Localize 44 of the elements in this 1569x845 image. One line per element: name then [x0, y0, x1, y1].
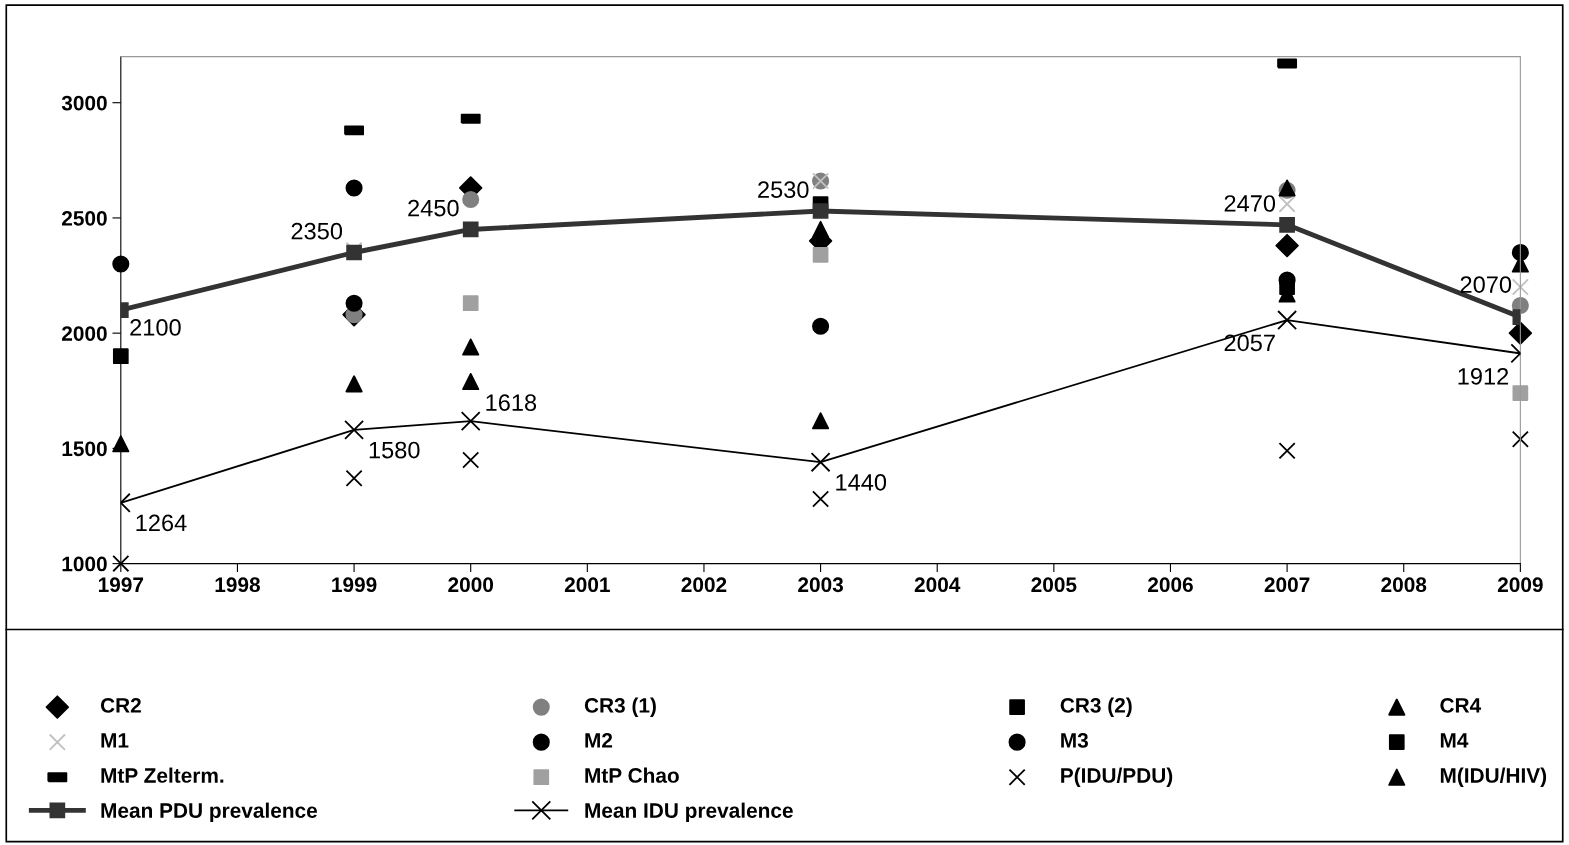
y-tick-label: 2000 — [62, 326, 107, 341]
data-label: 2450 — [408, 199, 459, 217]
legend-label: M1 — [101, 733, 129, 748]
data-label: 1580 — [369, 441, 420, 459]
data-label: 1618 — [486, 394, 537, 411]
x-tick-label: 2007 — [1264, 577, 1310, 593]
x-tick-label: 2003 — [798, 577, 844, 593]
legend-label: M4 — [1440, 733, 1469, 748]
data-label: 2350 — [291, 222, 343, 240]
legend-label: M3 — [1061, 733, 1088, 748]
legend-label: Mean PDU prevalence — [101, 802, 318, 823]
y-tick-label: 1000 — [62, 556, 107, 572]
data-label: 2530 — [758, 181, 809, 199]
data-label: 1264 — [136, 514, 187, 532]
x-tick-label: 2006 — [1148, 577, 1193, 593]
x-tick-label: 2009 — [1497, 577, 1543, 593]
legend-label: P(IDU/PDU) — [1061, 767, 1173, 787]
data-label: 1912 — [1458, 367, 1509, 385]
x-tick-label: 2005 — [1031, 577, 1077, 593]
legend-label: CR3 (2) — [1060, 697, 1132, 717]
data-label: 2100 — [130, 319, 181, 336]
legend-label: Mean IDU prevalence — [585, 802, 793, 823]
x-tick-label: 2008 — [1381, 577, 1427, 593]
x-tick-label: 1998 — [215, 577, 260, 593]
legend-label: CR3 (1) — [584, 697, 656, 717]
legend-label: MtP Chao — [585, 767, 679, 783]
y-tick-label: 3000 — [61, 95, 107, 111]
legend-label: CR4 — [1440, 698, 1482, 713]
legend-label: MtP Zelterm. — [101, 767, 224, 783]
data-label: 2057 — [1224, 334, 1275, 352]
y-tick-label: 1500 — [62, 441, 107, 457]
x-tick-label: 2002 — [681, 577, 727, 593]
data-label: 2470 — [1224, 195, 1276, 212]
x-tick-label: 2000 — [448, 577, 494, 593]
y-tick-label: 2500 — [62, 210, 107, 226]
data-label: 2070 — [1460, 276, 1512, 293]
legend-label: CR2 — [100, 698, 141, 713]
x-tick-label: 1997 — [98, 577, 144, 593]
x-tick-label: 2004 — [914, 577, 961, 593]
data-label: 1440 — [836, 473, 887, 491]
legend-label: M(IDU/HIV) — [1440, 767, 1547, 787]
x-tick-label: 2001 — [564, 577, 610, 593]
x-tick-label: 1999 — [332, 577, 377, 593]
legend-label: M2 — [585, 733, 613, 748]
